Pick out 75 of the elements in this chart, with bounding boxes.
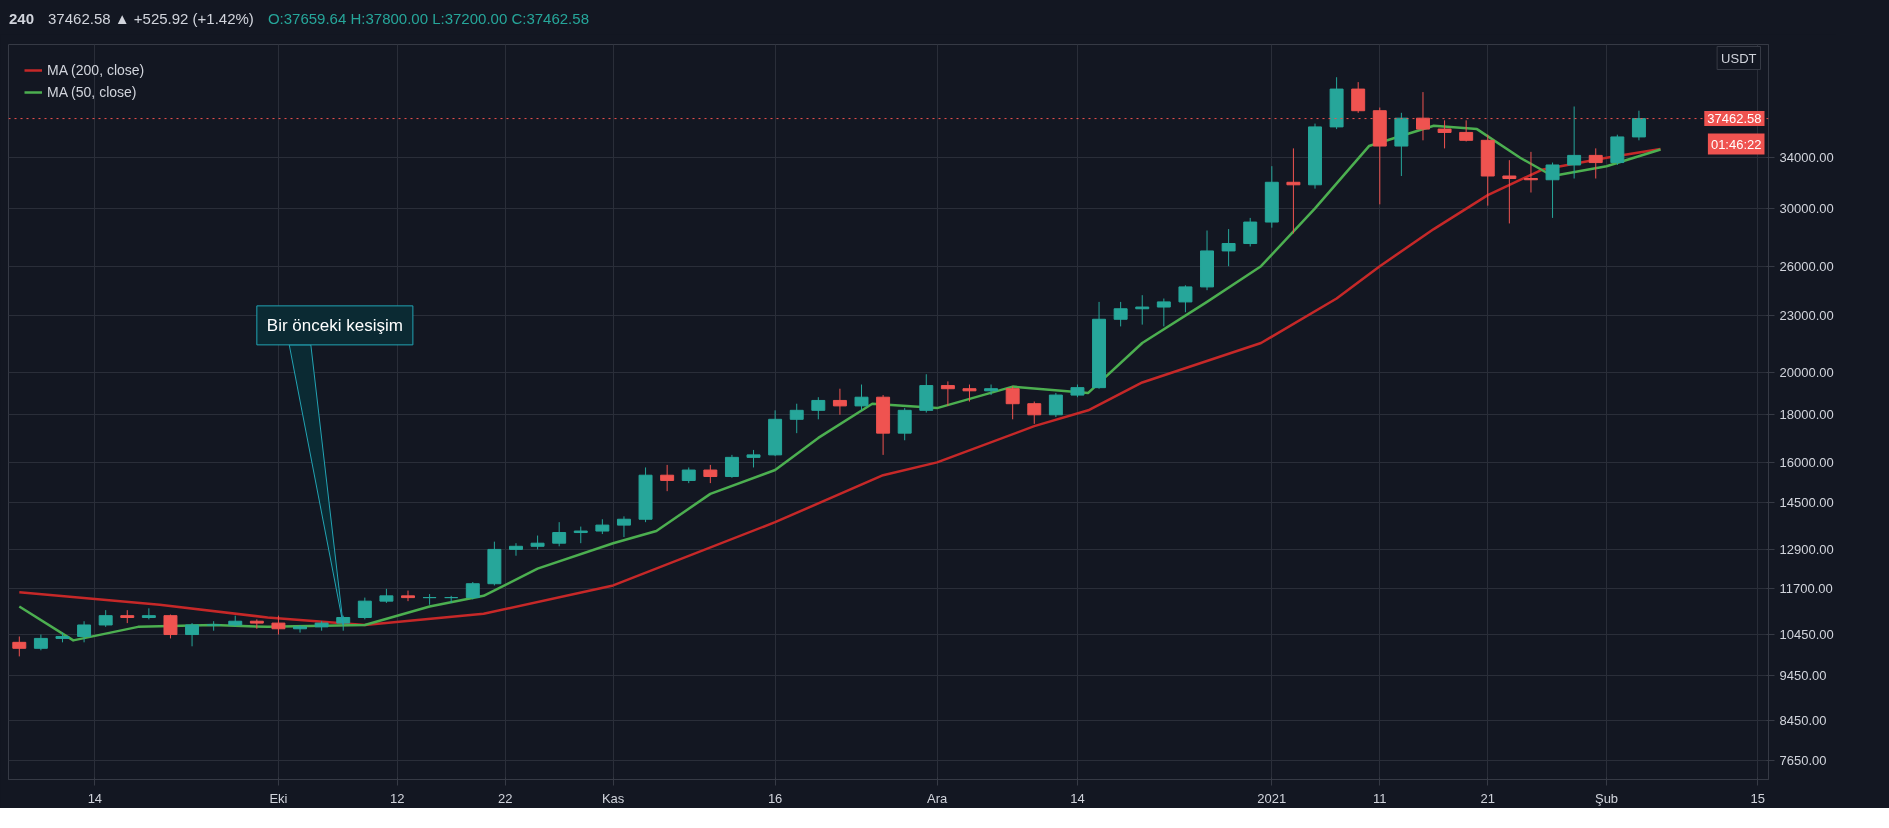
- y-tick-label: 9450.00: [1779, 667, 1827, 683]
- candlestick: [422, 593, 437, 606]
- candlestick: [1502, 159, 1517, 224]
- y-tick-label: 14500.00: [1779, 494, 1834, 510]
- y-tick-label: 16000.00: [1779, 454, 1834, 470]
- candlestick: [1005, 386, 1020, 420]
- candlestick: [1523, 151, 1538, 193]
- candlestick: [1588, 147, 1603, 179]
- candlestick: [1178, 284, 1193, 313]
- candlestick: [185, 622, 200, 647]
- legend-label: MA (50, close): [47, 84, 137, 100]
- candlestick: [660, 464, 675, 492]
- candlestick: [1113, 301, 1128, 327]
- candlestick: [897, 407, 912, 441]
- candlestick: [401, 590, 415, 602]
- y-tick-label: 26000.00: [1779, 258, 1834, 274]
- y-tick-label: 11700.00: [1779, 581, 1833, 597]
- candlestick: [854, 384, 869, 411]
- candlestick: [940, 380, 955, 407]
- candlestick: [1156, 298, 1171, 327]
- candlestick: [1027, 401, 1042, 425]
- candlestick: [1243, 217, 1258, 247]
- x-tick-label: Eki: [269, 790, 288, 806]
- x-tick-label: 22: [497, 790, 513, 806]
- y-tick-label: 10450.00: [1779, 627, 1834, 643]
- candlestick: [271, 615, 286, 636]
- x-tick-label: 11: [1373, 790, 1387, 806]
- x-tick-label: 21: [1480, 790, 1495, 806]
- candlestick: [509, 542, 523, 557]
- candlestick: [1351, 81, 1366, 114]
- y-tick-label: 23000.00: [1779, 308, 1834, 324]
- annotation: Bir önceki kesişim: [266, 315, 403, 335]
- x-tick-label: 14: [1070, 790, 1085, 806]
- candlestick: [357, 597, 372, 620]
- y-tick-label: 8450.00: [1779, 712, 1827, 728]
- ref-line-label: 37462.58: [1707, 111, 1762, 127]
- x-tick-label: 16: [767, 790, 783, 806]
- candlestick: [703, 464, 718, 484]
- x-tick-label: 12: [389, 790, 405, 806]
- candlestick: [1048, 392, 1063, 418]
- x-tick-label: Ara: [926, 790, 948, 806]
- x-tick-label: 14: [87, 790, 103, 806]
- y-tick-label: 30000.00: [1779, 200, 1834, 216]
- y-tick-label: 20000.00: [1779, 364, 1834, 380]
- candlestick: [616, 515, 631, 538]
- candlestick: [12, 635, 27, 657]
- y-tick-label: 18000.00: [1779, 407, 1834, 423]
- text: O:37659.64 H:37800.00 L:37200.00 C:37462.58: [267, 10, 589, 27]
- x-tick-label: 2021: [1257, 790, 1287, 806]
- candlestick: [1221, 228, 1236, 267]
- candlestick: [141, 607, 156, 620]
- text: 240: [9, 10, 35, 27]
- text: 37462.58 ▲ +525.92 (+1.42%): [48, 10, 254, 27]
- candlestick: [1135, 294, 1150, 326]
- candlestick: [1631, 110, 1646, 141]
- candlestick: [832, 388, 847, 416]
- candlestick: [724, 454, 739, 479]
- x-tick-label: 15: [1750, 790, 1765, 806]
- candlestick: [984, 384, 999, 396]
- x-tick-label: Kas: [601, 790, 625, 806]
- y-tick-label: 7650.00: [1779, 753, 1827, 769]
- candlestick: [293, 624, 308, 634]
- candlestick: [552, 521, 567, 547]
- x-tick-label: Şub: [1594, 790, 1619, 806]
- y-tick-label: 12900.00: [1779, 541, 1834, 557]
- candlestick: [789, 403, 804, 434]
- candlestick: [77, 620, 92, 643]
- annotation: USDT: [1721, 50, 1757, 66]
- annotation: 01:46:22: [1710, 136, 1762, 152]
- candlestick: [1286, 147, 1301, 234]
- candlestick: [1567, 106, 1582, 179]
- y-tick-label: 34000.00: [1779, 150, 1834, 166]
- candlestick: [811, 396, 826, 420]
- candlestick: [1545, 162, 1560, 219]
- legend-label: MA (200, close): [47, 62, 145, 78]
